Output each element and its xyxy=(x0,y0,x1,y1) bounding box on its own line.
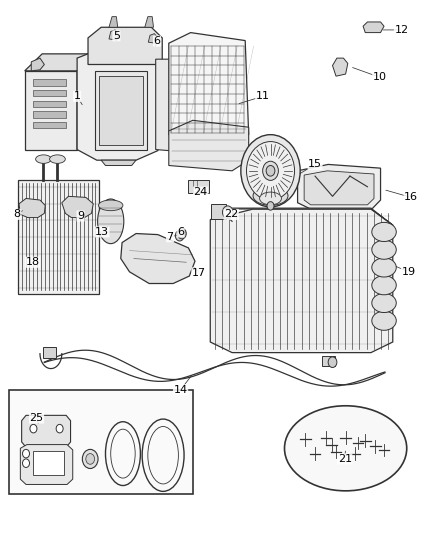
Ellipse shape xyxy=(99,200,123,211)
Ellipse shape xyxy=(372,240,396,259)
Polygon shape xyxy=(332,58,348,76)
Bar xyxy=(211,204,226,219)
Bar xyxy=(33,122,66,128)
Text: 19: 19 xyxy=(401,267,416,277)
Circle shape xyxy=(30,424,37,433)
Ellipse shape xyxy=(372,293,396,312)
Text: 25: 25 xyxy=(29,413,43,423)
Circle shape xyxy=(82,449,98,469)
Bar xyxy=(321,356,335,367)
Ellipse shape xyxy=(372,222,396,241)
Circle shape xyxy=(266,165,275,176)
Text: 15: 15 xyxy=(308,159,322,169)
Bar xyxy=(33,79,66,86)
Circle shape xyxy=(22,449,29,458)
Circle shape xyxy=(263,161,279,180)
Polygon shape xyxy=(145,17,153,27)
Polygon shape xyxy=(109,17,118,27)
Text: 14: 14 xyxy=(173,385,187,395)
Text: 24: 24 xyxy=(194,187,208,197)
Circle shape xyxy=(86,454,95,464)
Ellipse shape xyxy=(372,311,396,330)
Polygon shape xyxy=(169,33,249,135)
Text: 21: 21 xyxy=(338,454,352,464)
Polygon shape xyxy=(77,51,158,160)
Polygon shape xyxy=(210,209,393,353)
Text: 16: 16 xyxy=(404,192,418,203)
Bar xyxy=(33,90,66,96)
Ellipse shape xyxy=(247,142,294,200)
Polygon shape xyxy=(19,198,45,217)
Polygon shape xyxy=(77,54,97,150)
Ellipse shape xyxy=(260,192,282,205)
Ellipse shape xyxy=(49,155,65,164)
Text: 6: 6 xyxy=(153,36,160,46)
Ellipse shape xyxy=(372,258,396,277)
Polygon shape xyxy=(88,27,162,64)
Circle shape xyxy=(267,201,274,210)
Bar xyxy=(33,101,66,107)
Polygon shape xyxy=(31,58,44,71)
Text: 12: 12 xyxy=(395,25,409,35)
Text: 7: 7 xyxy=(166,232,173,242)
Polygon shape xyxy=(363,22,384,33)
Polygon shape xyxy=(21,415,71,447)
Text: 6: 6 xyxy=(177,227,184,237)
Circle shape xyxy=(177,228,186,239)
Circle shape xyxy=(223,206,233,219)
Circle shape xyxy=(328,357,337,368)
Ellipse shape xyxy=(98,199,124,244)
Text: 9: 9 xyxy=(77,211,84,221)
Polygon shape xyxy=(148,34,158,43)
Circle shape xyxy=(22,459,29,467)
Polygon shape xyxy=(121,233,195,284)
Bar xyxy=(188,180,209,193)
Ellipse shape xyxy=(285,406,407,491)
Bar xyxy=(99,76,143,146)
Bar xyxy=(18,180,99,294)
Polygon shape xyxy=(101,160,136,165)
Polygon shape xyxy=(155,59,184,151)
Bar xyxy=(33,451,64,475)
Polygon shape xyxy=(304,171,374,205)
Text: 17: 17 xyxy=(192,268,206,278)
Circle shape xyxy=(175,230,184,241)
Bar xyxy=(43,348,56,358)
Circle shape xyxy=(56,424,63,433)
Polygon shape xyxy=(62,196,93,217)
Ellipse shape xyxy=(241,135,300,207)
Text: 11: 11 xyxy=(256,91,270,101)
Text: 10: 10 xyxy=(373,72,387,82)
Ellipse shape xyxy=(372,276,396,295)
Polygon shape xyxy=(25,54,97,71)
Ellipse shape xyxy=(253,186,288,205)
Bar xyxy=(10,390,193,494)
Polygon shape xyxy=(169,120,249,171)
Text: 22: 22 xyxy=(224,209,238,220)
Text: 8: 8 xyxy=(14,209,21,220)
Polygon shape xyxy=(20,445,73,484)
Polygon shape xyxy=(210,208,393,225)
Bar xyxy=(33,111,66,118)
Polygon shape xyxy=(297,165,381,209)
Text: 13: 13 xyxy=(95,227,109,237)
Text: 5: 5 xyxy=(113,31,120,41)
Polygon shape xyxy=(109,30,119,40)
Text: 1: 1 xyxy=(74,91,81,101)
Text: 18: 18 xyxy=(25,257,39,267)
Ellipse shape xyxy=(35,155,51,164)
Bar xyxy=(95,71,147,150)
Polygon shape xyxy=(25,71,77,150)
